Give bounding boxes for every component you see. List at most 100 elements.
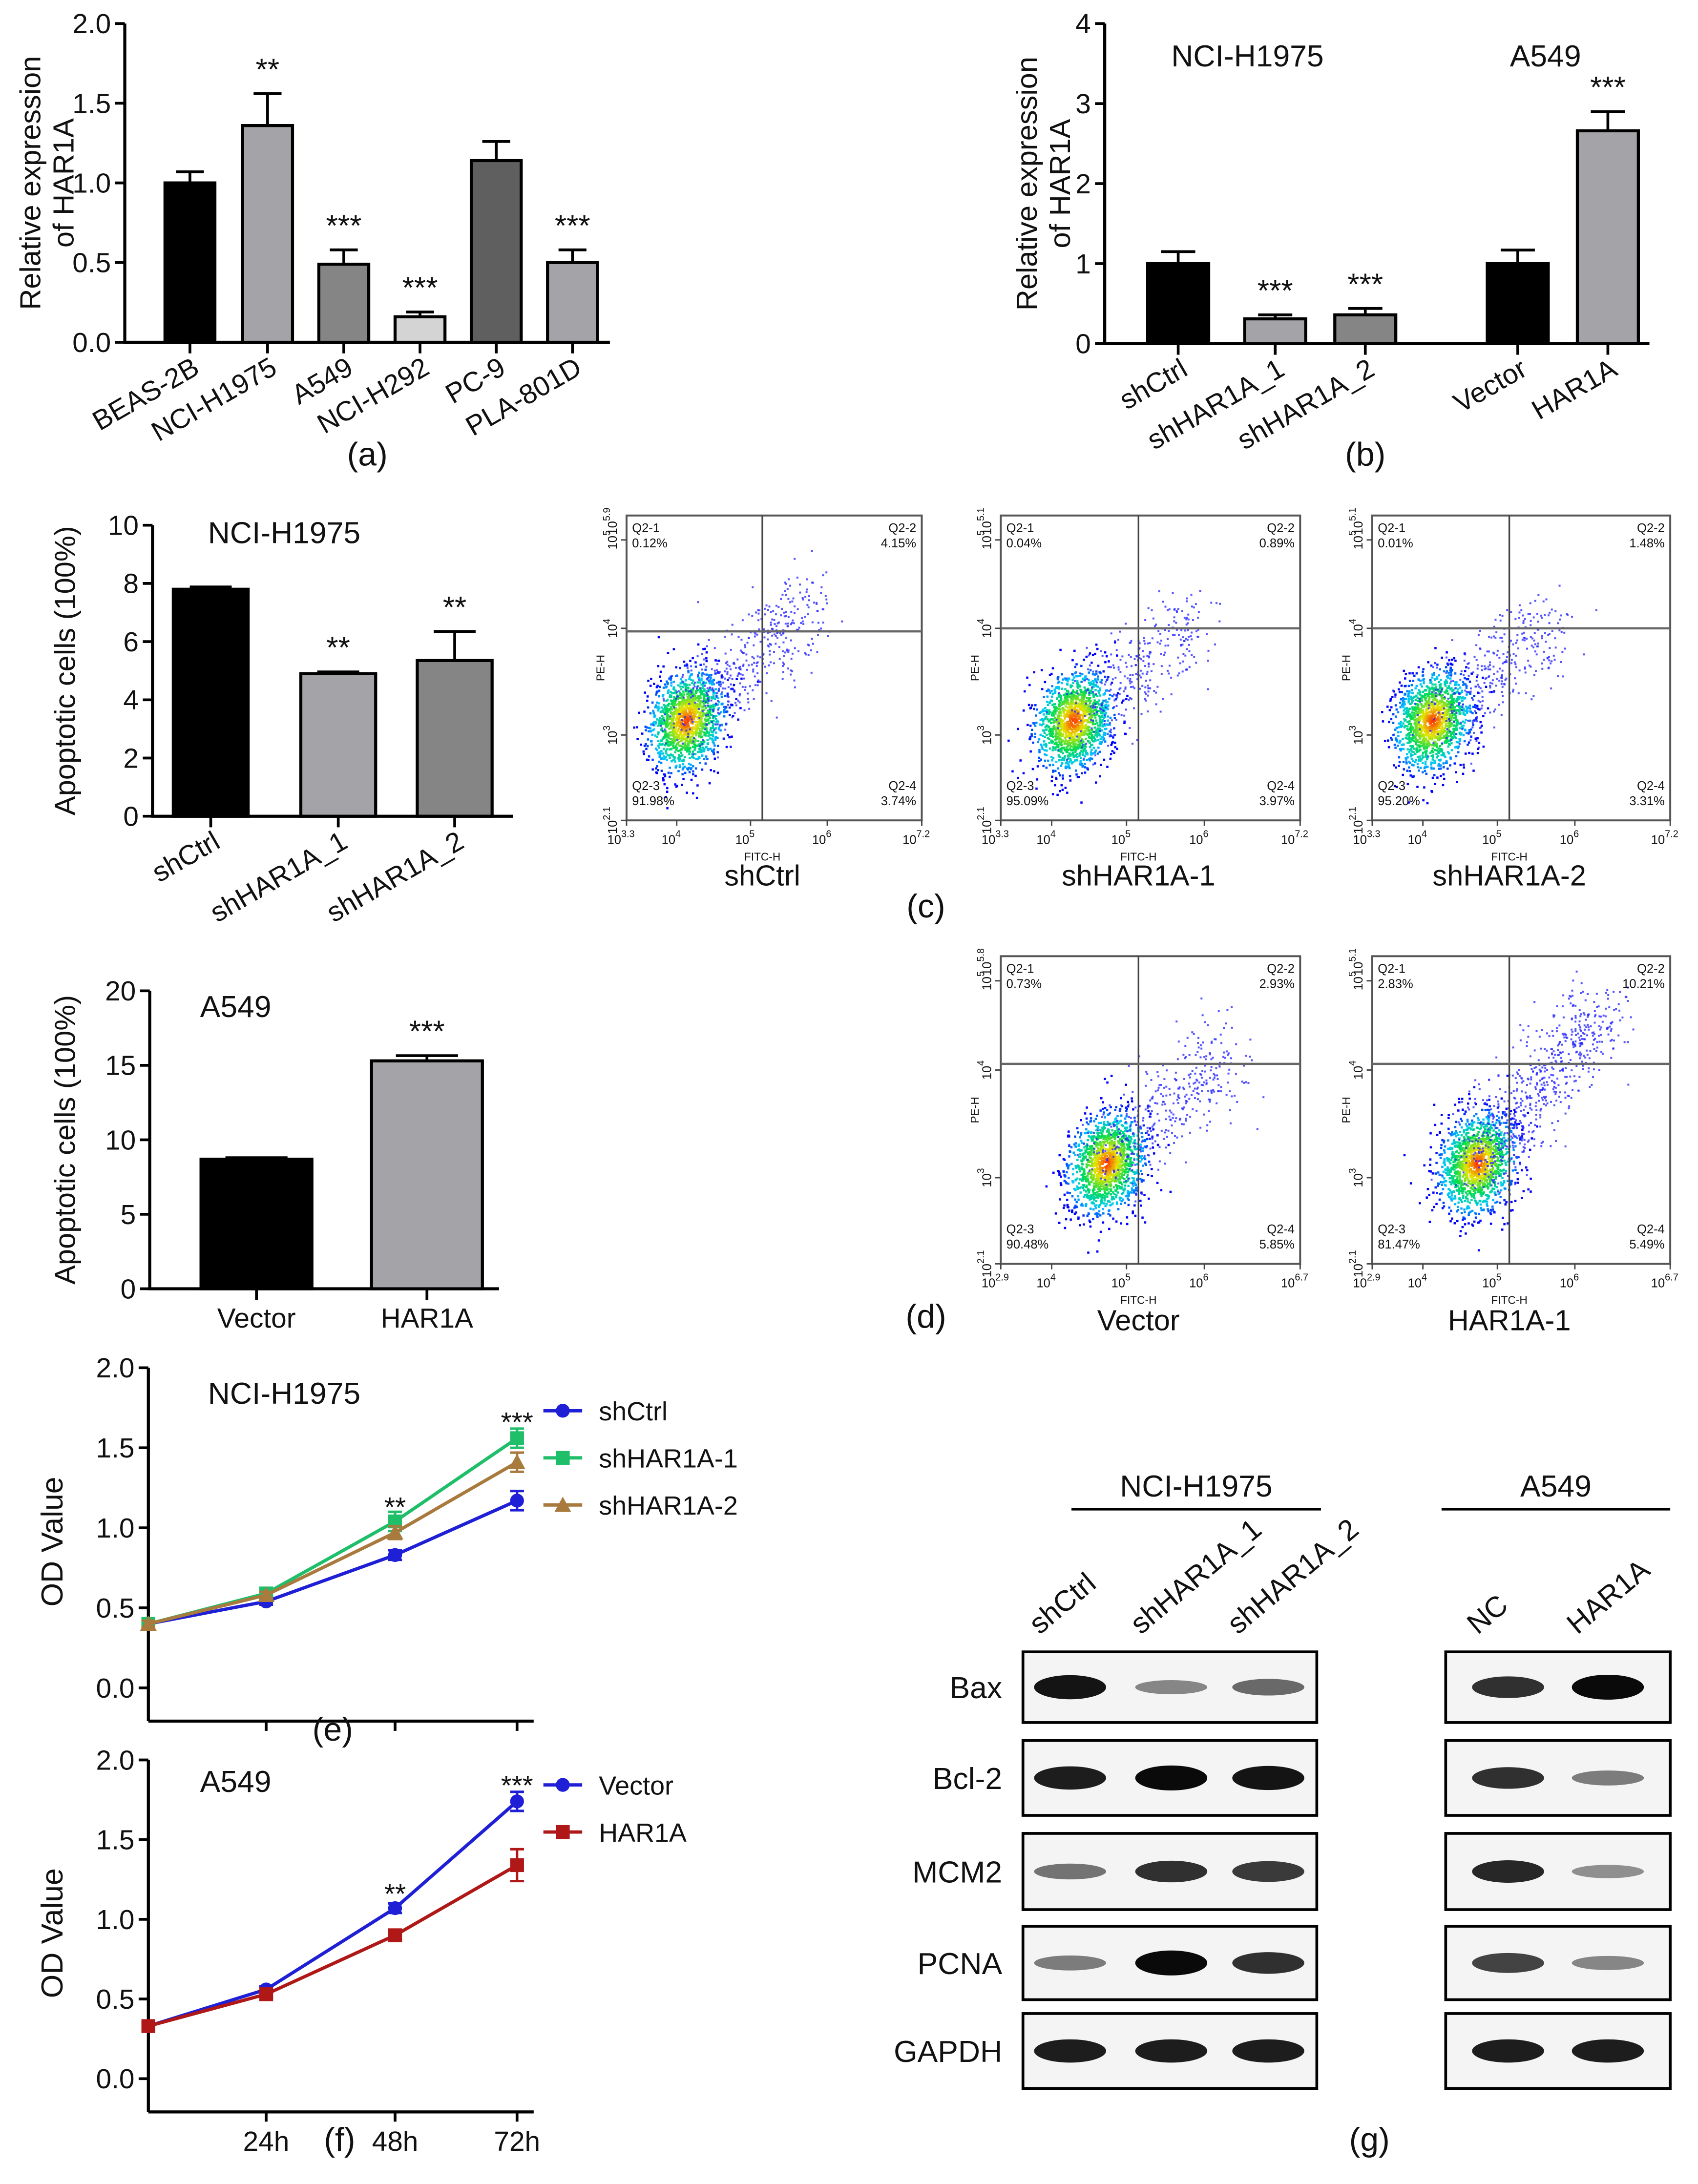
event-dot bbox=[1053, 725, 1055, 728]
event-dot bbox=[1070, 723, 1073, 726]
event-dot bbox=[692, 657, 694, 660]
event-dot bbox=[1044, 726, 1047, 728]
event-dot bbox=[678, 713, 680, 715]
event-dot bbox=[1214, 643, 1216, 645]
event-dot bbox=[692, 695, 694, 697]
event-dot bbox=[1058, 703, 1060, 706]
event-dot bbox=[720, 683, 722, 686]
event-dot bbox=[1107, 715, 1110, 718]
event-dot bbox=[1069, 728, 1071, 730]
event-dot bbox=[784, 590, 786, 592]
event-dot bbox=[704, 668, 707, 671]
event-dot bbox=[762, 663, 764, 665]
event-dot bbox=[1088, 671, 1090, 674]
event-dot bbox=[1063, 743, 1066, 745]
event-dot bbox=[1104, 651, 1107, 654]
event-dot bbox=[716, 723, 719, 726]
event-dot bbox=[674, 744, 677, 747]
event-dot bbox=[693, 693, 696, 696]
event-dot bbox=[1105, 728, 1108, 730]
event-dot bbox=[775, 643, 777, 645]
event-dot bbox=[671, 700, 674, 703]
event-dot bbox=[673, 731, 676, 733]
event-dot bbox=[1081, 695, 1084, 698]
y-tick-label: 1 bbox=[1075, 249, 1091, 280]
event-dot bbox=[785, 594, 787, 596]
event-dot bbox=[1388, 721, 1390, 724]
event-dot bbox=[718, 726, 721, 729]
event-dot bbox=[1082, 693, 1085, 696]
event-dot bbox=[1102, 670, 1105, 673]
event-dot bbox=[776, 632, 778, 635]
bar-shHAR1A_1 bbox=[299, 672, 377, 818]
event-dot bbox=[778, 621, 780, 624]
event-dot bbox=[702, 731, 705, 734]
event-dot bbox=[1094, 781, 1097, 784]
event-dot bbox=[1053, 747, 1056, 749]
event-dot bbox=[1403, 669, 1405, 672]
event-dot bbox=[1089, 700, 1092, 702]
event-dot bbox=[1084, 679, 1086, 682]
event-dot bbox=[656, 749, 659, 751]
event-dot bbox=[714, 698, 716, 700]
event-dot bbox=[1168, 665, 1171, 667]
event-dot bbox=[1062, 707, 1065, 710]
flow-plot-shHAR1A-2: Q2-10.01%Q2-21.48%Q2-395.20%Q2-43.31%103… bbox=[1340, 508, 1678, 892]
event-dot bbox=[1219, 603, 1221, 605]
event-dot bbox=[1173, 620, 1175, 623]
event-dot bbox=[1094, 739, 1097, 742]
event-dot bbox=[1017, 776, 1019, 779]
event-dot bbox=[671, 760, 673, 763]
event-dot bbox=[1413, 739, 1416, 742]
event-dot bbox=[1405, 753, 1408, 756]
event-dot bbox=[1051, 728, 1054, 730]
event-dot bbox=[1074, 714, 1077, 716]
event-dot bbox=[1070, 692, 1072, 694]
event-dot bbox=[681, 708, 684, 711]
event-dot bbox=[1445, 679, 1447, 682]
event-dot bbox=[701, 754, 704, 757]
event-dot bbox=[1191, 638, 1193, 641]
event-dot bbox=[706, 712, 708, 715]
event-dot bbox=[657, 725, 659, 727]
event-dot bbox=[678, 741, 680, 743]
event-dot bbox=[1053, 703, 1056, 706]
event-dot bbox=[1110, 683, 1112, 686]
event-dot bbox=[654, 734, 657, 737]
event-dot bbox=[673, 746, 676, 749]
event-dot bbox=[1395, 708, 1398, 711]
event-dot bbox=[1051, 695, 1053, 698]
event-dot bbox=[1140, 676, 1142, 679]
event-dot bbox=[1114, 746, 1117, 749]
event-dot bbox=[1406, 728, 1409, 730]
event-dot bbox=[1069, 754, 1071, 757]
event-dot bbox=[680, 728, 683, 731]
event-dot bbox=[1097, 675, 1099, 678]
event-dot bbox=[697, 706, 700, 709]
event-dot bbox=[1103, 704, 1106, 707]
event-dot bbox=[1116, 748, 1118, 750]
event-dot bbox=[1115, 649, 1118, 651]
event-dot bbox=[731, 735, 733, 738]
event-dot bbox=[1416, 750, 1418, 753]
event-dot bbox=[754, 675, 756, 678]
event-dot bbox=[669, 731, 671, 734]
event-dot bbox=[642, 750, 645, 753]
event-dot bbox=[1096, 752, 1099, 755]
event-dot bbox=[1053, 688, 1056, 691]
event-dot bbox=[1429, 717, 1432, 719]
event-dot bbox=[754, 631, 756, 634]
event-dot bbox=[808, 595, 810, 597]
event-dot bbox=[1427, 734, 1430, 737]
event-dot bbox=[1059, 702, 1062, 705]
event-dot bbox=[753, 662, 755, 664]
group-title: A549 bbox=[1510, 39, 1581, 73]
event-dot bbox=[659, 670, 662, 673]
event-dot bbox=[811, 621, 814, 624]
event-dot bbox=[662, 779, 665, 781]
event-dot bbox=[680, 678, 683, 681]
event-dot bbox=[1073, 707, 1076, 710]
event-dot bbox=[1440, 731, 1443, 734]
event-dot bbox=[1051, 793, 1054, 795]
event-dot bbox=[684, 744, 686, 747]
